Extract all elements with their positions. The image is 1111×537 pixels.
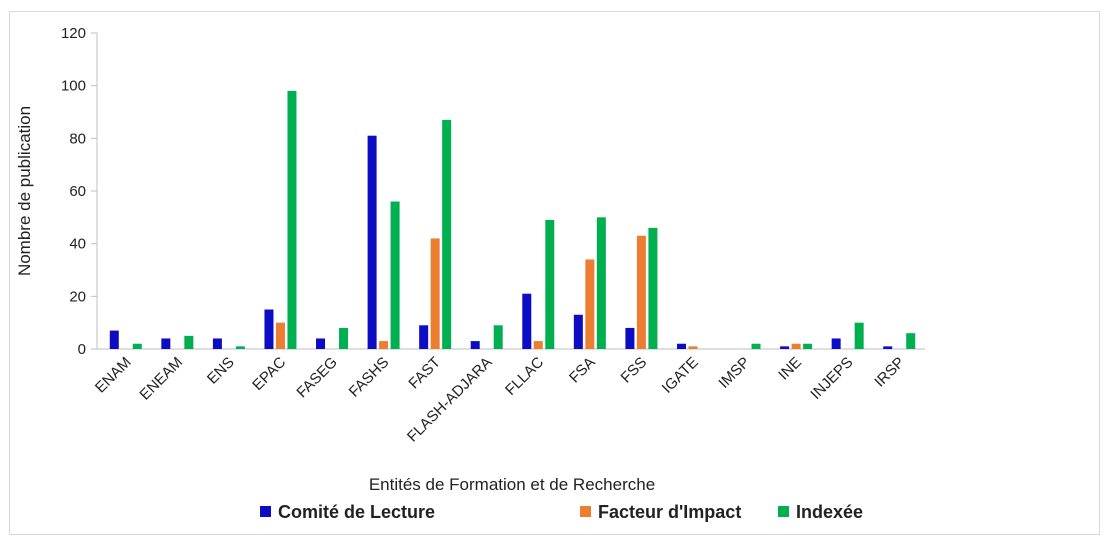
bar	[470, 341, 480, 349]
bar	[688, 346, 698, 349]
y-tick-label: 120	[61, 25, 86, 42]
y-tick-label: 0	[78, 341, 86, 358]
bar	[780, 346, 790, 349]
bar	[316, 338, 326, 349]
bar	[264, 309, 274, 349]
bar	[419, 325, 429, 349]
bar	[573, 314, 583, 349]
bar	[596, 217, 606, 349]
bar	[831, 338, 841, 349]
bar	[522, 293, 532, 349]
bar	[791, 343, 801, 349]
bar	[442, 119, 452, 350]
bar	[235, 346, 245, 349]
bar	[676, 343, 686, 349]
bar	[212, 338, 222, 349]
bar	[751, 343, 761, 349]
legend-swatch	[580, 506, 591, 517]
bar	[493, 325, 503, 349]
bar	[803, 343, 813, 349]
bar	[883, 346, 893, 349]
y-tick-label: 40	[69, 236, 86, 253]
bar	[109, 330, 119, 349]
legend-swatch	[260, 506, 271, 517]
bar	[287, 90, 297, 349]
x-axis-title: Entités de Formation et de Recherche	[369, 475, 655, 494]
bar	[132, 343, 142, 349]
bar	[545, 219, 555, 349]
bar	[379, 341, 389, 349]
bar	[390, 201, 400, 349]
y-tick-label: 60	[69, 183, 86, 200]
legend-label: Comité de Lecture	[278, 502, 435, 522]
bar	[906, 333, 916, 349]
bar	[648, 227, 658, 349]
bar	[367, 135, 377, 349]
bar	[275, 322, 285, 349]
bar	[339, 327, 349, 349]
y-tick-label: 100	[61, 78, 86, 95]
bar	[184, 335, 194, 349]
legend-label: Facteur d'Impact	[598, 502, 741, 522]
y-tick-label: 80	[69, 130, 86, 147]
y-axis-title: Nombre de publication	[15, 106, 34, 276]
y-tick-label: 20	[69, 288, 86, 305]
chart-frame	[9, 11, 1100, 535]
legend-label: Indexée	[796, 502, 863, 522]
bar	[161, 338, 171, 349]
bar	[533, 341, 543, 349]
bar	[585, 259, 595, 349]
bar	[854, 322, 864, 349]
bar	[636, 235, 646, 349]
legend-swatch	[778, 506, 789, 517]
bar	[430, 238, 440, 349]
bar	[625, 327, 635, 349]
